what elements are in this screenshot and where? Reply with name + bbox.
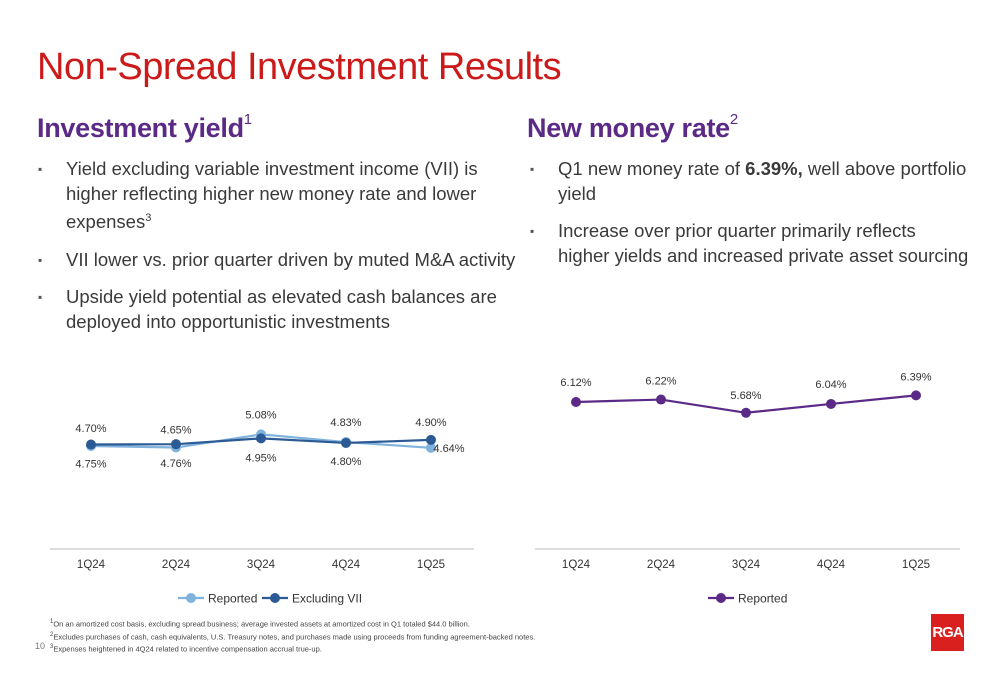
- x-tick-label-1q25: 1Q25: [417, 559, 445, 571]
- bullet-text-post: well above portfolio yield: [558, 158, 967, 204]
- investment-yield-title: Investment yield1: [37, 111, 252, 144]
- new-money-rate-chart: 1Q24 2Q24 3Q24 4Q24 1Q25 6.12% 6.22% 5.68% 6.04%…: [535, 371, 960, 606]
- data-point-1-3: [341, 437, 351, 448]
- data-point-0-4: [426, 442, 436, 453]
- investment-yield-chart: 1Q24 2Q24 3Q24 4Q24 1Q25 4.70% 4.65% 5.08% 4.83%…: [50, 409, 474, 606]
- x-tick-label-3q24: 3Q24: [732, 559, 761, 571]
- footnote-text: Expenses heightened in 4Q24 related to i…: [53, 644, 322, 654]
- data-label-1-0: 4.75%: [75, 458, 106, 470]
- bullet-text-pre: Q1 new money rate of: [558, 158, 746, 179]
- bullet-vii-lower: VII lower vs. prior quarter driven by mu…: [38, 248, 528, 273]
- footnote-3: 3Expenses heightened in 4Q24 related to …: [50, 642, 535, 655]
- x-tick-label-1q25: 1Q25: [902, 559, 930, 571]
- legend-marker-0: [186, 593, 196, 603]
- data-label-0-2: 5.68%: [730, 390, 761, 402]
- data-label-0-3: 6.04%: [815, 379, 846, 391]
- data-label-0-4: 6.39%: [900, 371, 931, 383]
- investment-yield-bullets: Yield excluding variable investment inco…: [38, 157, 528, 347]
- legend-label-1: Excluding VII: [292, 592, 362, 606]
- bullet-text-bold: 6.39%,: [745, 158, 803, 179]
- data-point-0-1: [656, 394, 666, 405]
- footnotes: 1On an amortized cost basis, excluding s…: [50, 617, 535, 655]
- bullet-increase-over-prior: Increase over prior quarter primarily re…: [530, 219, 970, 268]
- data-point-0-3: [826, 398, 836, 409]
- new-money-rate-bullets: Q1 new money rate of 6.39%, well above p…: [530, 157, 970, 281]
- page-title: Non-Spread Investment Results: [37, 46, 562, 88]
- footnote-text: Excludes purchases of cash, cash equival…: [53, 632, 536, 641]
- x-tick-label-2q24: 2Q24: [162, 559, 191, 571]
- legend-label-0: Reported: [208, 592, 257, 606]
- footnote-1: 1On an amortized cost basis, excluding s…: [50, 617, 535, 630]
- data-label-0-0: 4.70%: [75, 423, 106, 435]
- investment-yield-title-text: Investment yield: [37, 113, 244, 143]
- legend-label-0: Reported: [738, 592, 787, 606]
- new-money-rate-title: New money rate2: [527, 111, 738, 144]
- bullet-yield-excluding-vii: Yield excluding variable investment inco…: [38, 157, 528, 235]
- x-tick-label-2q24: 2Q24: [647, 559, 676, 571]
- x-tick-label-4q24: 4Q24: [332, 559, 361, 571]
- data-label-0-1: 4.65%: [160, 425, 191, 437]
- data-point-0-4: [911, 390, 921, 401]
- footnote-number: 3: [50, 644, 54, 650]
- data-label-0-1: 6.22%: [645, 376, 676, 388]
- page-number: 10: [35, 641, 46, 651]
- new-money-rate-title-sup: 2: [729, 111, 738, 128]
- data-label-0-4: 4.64%: [433, 443, 464, 455]
- bullet-upside-yield: Upside yield potential as elevated cash …: [38, 285, 528, 334]
- data-point-0-2: [741, 407, 751, 418]
- data-label-0-3: 4.83%: [330, 417, 361, 429]
- bullet-q1-new-money-rate: Q1 new money rate of 6.39%, well above p…: [530, 157, 970, 206]
- data-point-1-1: [171, 439, 181, 450]
- data-label-1-4: 4.90%: [415, 417, 446, 429]
- data-point-1-4: [426, 434, 436, 445]
- bullet-text: VII lower vs. prior quarter driven by mu…: [66, 248, 516, 270]
- data-point-1-2: [256, 433, 266, 444]
- data-point-0-0: [571, 397, 581, 407]
- footnote-text: On an amortized cost basis, excluding sp…: [53, 619, 470, 629]
- legend-marker-0: [716, 593, 726, 603]
- legend-marker-1: [270, 593, 280, 603]
- x-tick-label-3q24: 3Q24: [247, 559, 276, 571]
- data-label-1-1: 4.76%: [160, 458, 191, 470]
- bullet-text: Increase over prior quarter primarily re…: [558, 220, 969, 266]
- bullet-text: Yield excluding variable investment inco…: [66, 158, 478, 233]
- x-tick-label-1q24: 1Q24: [77, 559, 106, 571]
- data-label-1-2: 4.95%: [245, 452, 276, 464]
- data-label-1-3: 4.80%: [330, 456, 361, 468]
- bullet-text: Upside yield potential as elevated cash …: [66, 286, 497, 332]
- data-label-0-0: 6.12%: [560, 377, 591, 389]
- footnote-number: 1: [50, 619, 54, 625]
- new-money-rate-title-text: New money rate: [527, 113, 730, 143]
- x-tick-label-1q24: 1Q24: [562, 559, 591, 571]
- rga-logo: RGA: [931, 614, 964, 651]
- footnote-number: 2: [50, 631, 54, 638]
- data-point-1-0: [86, 439, 96, 450]
- bullet-sup: 3: [145, 212, 152, 224]
- investment-yield-title-sup: 1: [243, 111, 252, 128]
- data-label-0-2: 5.08%: [245, 409, 276, 421]
- footnote-2: 2Excludes purchases of cash, cash equiva…: [50, 630, 535, 643]
- x-tick-label-4q24: 4Q24: [817, 559, 846, 571]
